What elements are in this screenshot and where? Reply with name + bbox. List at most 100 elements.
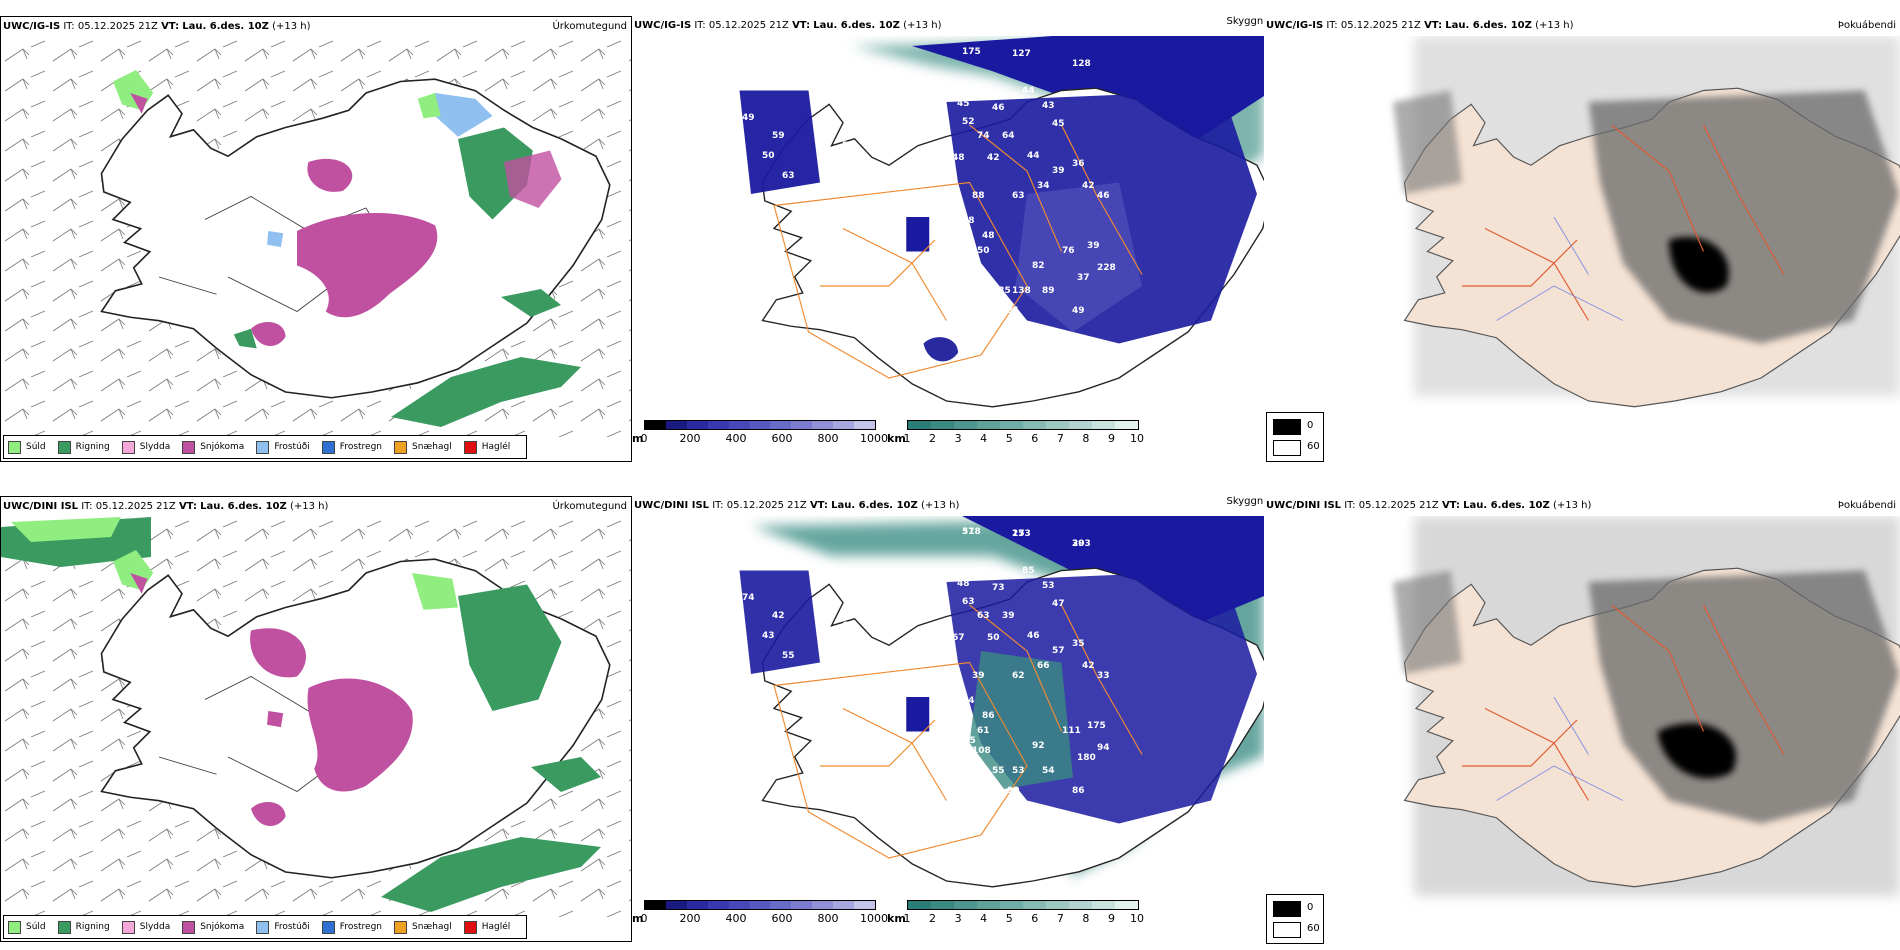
colorbar-segment: [686, 421, 708, 429]
colorbar-segment: [1069, 421, 1092, 429]
colorbar-tick: 400: [725, 912, 747, 925]
visibility-value-label: 50: [762, 151, 775, 161]
visibility-value-label: 227: [732, 541, 751, 551]
it-label: IT:: [63, 21, 75, 32]
visibility-value-label: 49: [742, 113, 755, 123]
it-label: IT:: [712, 500, 724, 511]
model-name: UWC/IG-IS: [1266, 20, 1324, 31]
visibility-value-label: 45: [1052, 119, 1065, 129]
colorbar-segment: [954, 901, 977, 909]
vt-value: Lau. 6.des. 10Z: [182, 21, 269, 32]
visibility-value-label: 63: [977, 611, 990, 621]
visibility-value-label: 66: [887, 599, 900, 609]
visibility-value-label: 25: [1012, 529, 1025, 539]
visibility-value-label: 44: [872, 731, 885, 741]
colorbar-segment: [1092, 901, 1115, 909]
visibility-value-label: 60: [972, 266, 985, 276]
visibility-value-label: 69: [882, 746, 895, 756]
visibility-value-label: 43: [762, 631, 775, 641]
fog-panel-row1: UWC/IG-IS IT: 05.12.2025 21Z VT: Lau. 6.…: [1264, 16, 1900, 462]
panel-type-label: Þokuábendi: [1837, 20, 1896, 31]
colorbar-segment: [791, 421, 813, 429]
visibility-value-label: 39: [1072, 539, 1085, 549]
visibility-value-label: 32: [717, 96, 730, 106]
visibility-value-label: 578: [962, 527, 981, 537]
colorbar-segment: [908, 421, 931, 429]
panel-type-label: Úrkomutegund: [552, 501, 627, 512]
colorbar-tick: 6: [1031, 912, 1039, 925]
visibility-value-label: 41: [942, 716, 955, 726]
visibility-value-label: 40: [887, 119, 900, 129]
visibility-value-label: 175: [962, 47, 981, 57]
visibility-value-label: 47: [1052, 599, 1065, 609]
panel-type-label: Úrkomutegund: [552, 21, 627, 32]
colorbar-segment: [770, 901, 792, 909]
colorbar-segment: [728, 421, 750, 429]
visibility-value-label: 206: [1017, 841, 1036, 851]
vt-value: Lau. 6.des. 10Z: [1445, 20, 1532, 31]
colorbar-tick: 4: [980, 432, 988, 445]
colorbar-tick: 600: [771, 912, 793, 925]
model-name: UWC/DINI ISL: [3, 501, 79, 512]
fog-legend-label-0: 0: [1307, 420, 1314, 431]
visibility-value-label: 35: [1072, 639, 1085, 649]
colorbar-segment: [665, 901, 687, 909]
visibility-value-label: 88: [962, 216, 975, 226]
precip-legend: Súld Rigning Slydda Snjókoma Frostúði Fr…: [3, 435, 528, 459]
visibility-value-label: 33: [1017, 361, 1030, 371]
visibility-labels: 578 173 203 227 44 50 43 74 42 43 55 53 48 65 66 58 6363…: [717, 527, 1110, 851]
visibility-value-label: 68: [932, 639, 945, 649]
visibility-value-label: 44: [727, 556, 740, 566]
visibility-value-label: 48: [957, 579, 970, 589]
visibility-value-label: 90: [1007, 786, 1020, 796]
visibility-value-label: 135: [992, 286, 1011, 296]
visibility-value-label: 63: [782, 171, 795, 181]
model-name: UWC/DINI ISL: [634, 500, 710, 511]
colorbar-segment: [954, 421, 977, 429]
colorbar-segment: [812, 421, 834, 429]
colorbar-tick: 600: [771, 432, 793, 445]
scale-unit-m: m: [632, 912, 644, 925]
visibility-value-label: 64: [1002, 131, 1015, 141]
visibility-value-label: 35: [1032, 346, 1045, 356]
visibility-value-label: 85: [1022, 566, 1035, 576]
visibility-value-label: 101: [957, 256, 976, 266]
visibility-value-label: 47: [937, 651, 950, 661]
colorbar-tick: 1: [903, 432, 911, 445]
colorbar-segment: [686, 901, 708, 909]
visibility-value-label: 86: [982, 711, 995, 721]
visibility-value-label: 39: [1052, 166, 1065, 176]
visibility-value-label: 43: [1042, 101, 1055, 111]
precip-map: [1, 517, 631, 917]
colorbar-tick: 7: [1056, 432, 1064, 445]
visibility-value-label: 63: [1012, 191, 1025, 201]
colorbar-tick: 3: [954, 912, 962, 925]
panel-header: UWC/DINI ISL IT: 05.12.2025 21Z VT: Lau.…: [1266, 500, 1591, 511]
colorbar-segment: [645, 901, 666, 909]
lead-time: (+13 h): [920, 500, 960, 511]
colorbar-tick: 0: [640, 432, 648, 445]
visibility-scale-m: m 0 200 400 600 800 1000: [632, 420, 888, 456]
visibility-value-label: 66: [1037, 661, 1050, 671]
fog-legend-swatch-60: [1273, 922, 1301, 938]
lead-time: (+13 h): [1535, 20, 1574, 31]
colorbar-segment: [1023, 421, 1046, 429]
visibility-value-label: 36: [1072, 159, 1085, 169]
legend-item-sleet: Slydda: [121, 920, 170, 934]
vt-value: Lau. 6.des. 10Z: [813, 20, 900, 31]
visibility-value-label: 61: [732, 61, 745, 71]
visibility-value-label: 65: [842, 621, 855, 631]
visibility-value-label: 57: [1052, 646, 1065, 656]
panel-header: UWC/IG-IS IT: 05.12.2025 21Z VT: Lau. 6.…: [3, 21, 311, 32]
legend-item-hail: Haglél: [463, 920, 510, 934]
vt-label: VT:: [809, 500, 828, 511]
fog-panel-row2: UWC/DINI ISL IT: 05.12.2025 21Z VT: Lau.…: [1264, 496, 1900, 942]
colorbar-segment: [707, 901, 729, 909]
colorbar-segment: [977, 421, 1000, 429]
colorbar-tick: 8: [1082, 432, 1090, 445]
colorbar-tick: 800: [817, 432, 839, 445]
legend-item-drizzle: Súld: [8, 920, 46, 934]
it-label: IT:: [81, 501, 93, 512]
visibility-value-label: 127: [1012, 49, 1031, 59]
